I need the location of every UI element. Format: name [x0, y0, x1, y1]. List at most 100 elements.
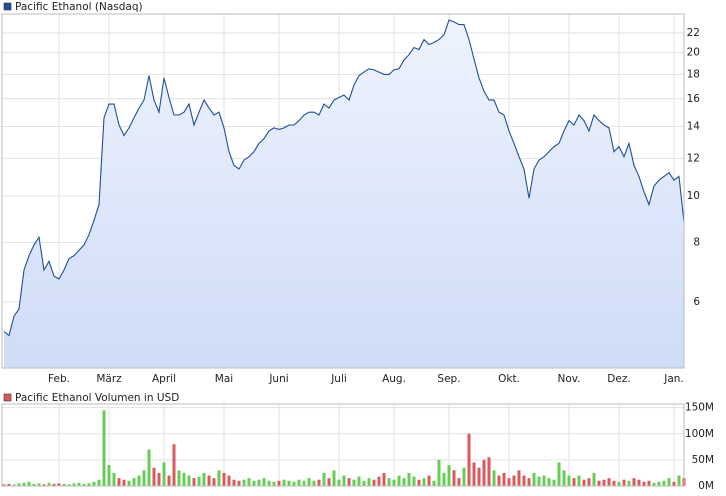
volume-bar [257, 479, 261, 486]
volume-bar [492, 470, 496, 486]
volume-bar [267, 480, 271, 486]
volume-bar [22, 482, 26, 486]
volume-bar [152, 467, 156, 486]
volume-bar [677, 475, 681, 486]
volume-bar [77, 482, 81, 486]
volume-bar [252, 480, 256, 486]
volume-bar [472, 462, 476, 486]
volume-bar [32, 483, 36, 486]
volume-bar [322, 472, 326, 486]
x-tick-label: Nov. [557, 373, 580, 385]
volume-bar [52, 483, 56, 486]
volume-bar [522, 475, 526, 486]
volume-bar [277, 480, 281, 486]
volume-bar [47, 482, 51, 486]
volume-bar [547, 478, 551, 486]
y-tick-label: 150M [685, 402, 714, 414]
volume-bar [117, 478, 121, 486]
volume-bar [197, 476, 201, 486]
x-tick-label: Jan. [663, 373, 684, 385]
volume-bar [582, 479, 586, 486]
x-tick-label: März [96, 373, 122, 385]
volume-bar [372, 479, 376, 486]
volume-bar [82, 483, 86, 486]
volume-bar [92, 481, 96, 486]
volume-bar [327, 478, 331, 486]
volume-bar [647, 480, 651, 486]
volume-bar [432, 480, 436, 486]
volume-bar [187, 475, 191, 486]
y-tick-label: 12 [687, 152, 700, 164]
volume-bar [607, 478, 611, 486]
volume-bar [287, 480, 291, 486]
volume-bar [12, 484, 16, 486]
volume-bar [162, 462, 166, 486]
volume-bar [182, 472, 186, 486]
area-fill [4, 20, 684, 368]
volume-bar [202, 472, 206, 486]
volume-bar [337, 479, 341, 486]
volume-bar [542, 475, 546, 486]
volume-bar [112, 472, 116, 486]
volume-bar [232, 479, 236, 486]
volume-bar [652, 482, 656, 486]
volume-bar [577, 475, 581, 486]
legend-swatch [3, 2, 12, 11]
volume-bar [442, 472, 446, 486]
volume-bar [362, 480, 366, 486]
y-tick-label: 22 [687, 27, 700, 39]
volume-bar [672, 481, 676, 486]
x-tick-label: Dez. [607, 373, 630, 385]
volume-bar [602, 479, 606, 486]
volume-bar [242, 479, 246, 486]
legend-swatch [3, 393, 12, 402]
volume-bar [587, 478, 591, 486]
volume-bar [2, 484, 6, 486]
plot-frame [1, 13, 685, 369]
volume-bar [567, 475, 571, 486]
volume-bar [97, 479, 101, 486]
x-tick-label: Feb. [48, 373, 70, 385]
volume-bar [357, 476, 361, 486]
volume-bar [402, 478, 406, 486]
volume-bar [512, 475, 516, 486]
price-line [3, 19, 685, 337]
volume-bar [552, 479, 556, 486]
volume-bar [132, 478, 136, 486]
volume-bar [217, 470, 221, 486]
volume-bar [317, 479, 321, 486]
volume-bar [462, 467, 466, 486]
volume-bar [122, 479, 126, 486]
volume-bar [172, 444, 176, 486]
volume-bar [247, 478, 251, 486]
volume-bar [447, 465, 451, 486]
volume-bar [507, 478, 511, 486]
volume-bar [272, 481, 276, 486]
y-tick-label: 10 [687, 190, 700, 202]
volume-bar [437, 459, 441, 486]
y-tick-label: 50M [692, 454, 714, 466]
volume-bar [622, 479, 626, 486]
y-tick-label: 100M [685, 428, 714, 440]
volume-bar [497, 475, 501, 486]
volume-bar [532, 472, 536, 486]
x-tick-label: Aug. [382, 373, 406, 385]
y-tick-label: 18 [687, 68, 700, 80]
y-tick-label: 14 [687, 120, 701, 132]
volume-bar [487, 457, 491, 486]
volume-bar [592, 472, 596, 486]
volume-bar [147, 449, 151, 486]
volume-bar [87, 483, 91, 486]
volume-bar [107, 465, 111, 486]
volume-bar [207, 475, 211, 486]
volume-bar [502, 472, 506, 486]
volume-bar [482, 459, 486, 486]
x-tick-label: Okt. [498, 373, 520, 385]
volume-bar [632, 478, 636, 486]
x-tick-label: Sep. [437, 373, 460, 385]
volume-bar [562, 470, 566, 486]
volume-bar [612, 480, 616, 486]
volume-bar [347, 478, 351, 486]
volume-bar [212, 478, 216, 486]
